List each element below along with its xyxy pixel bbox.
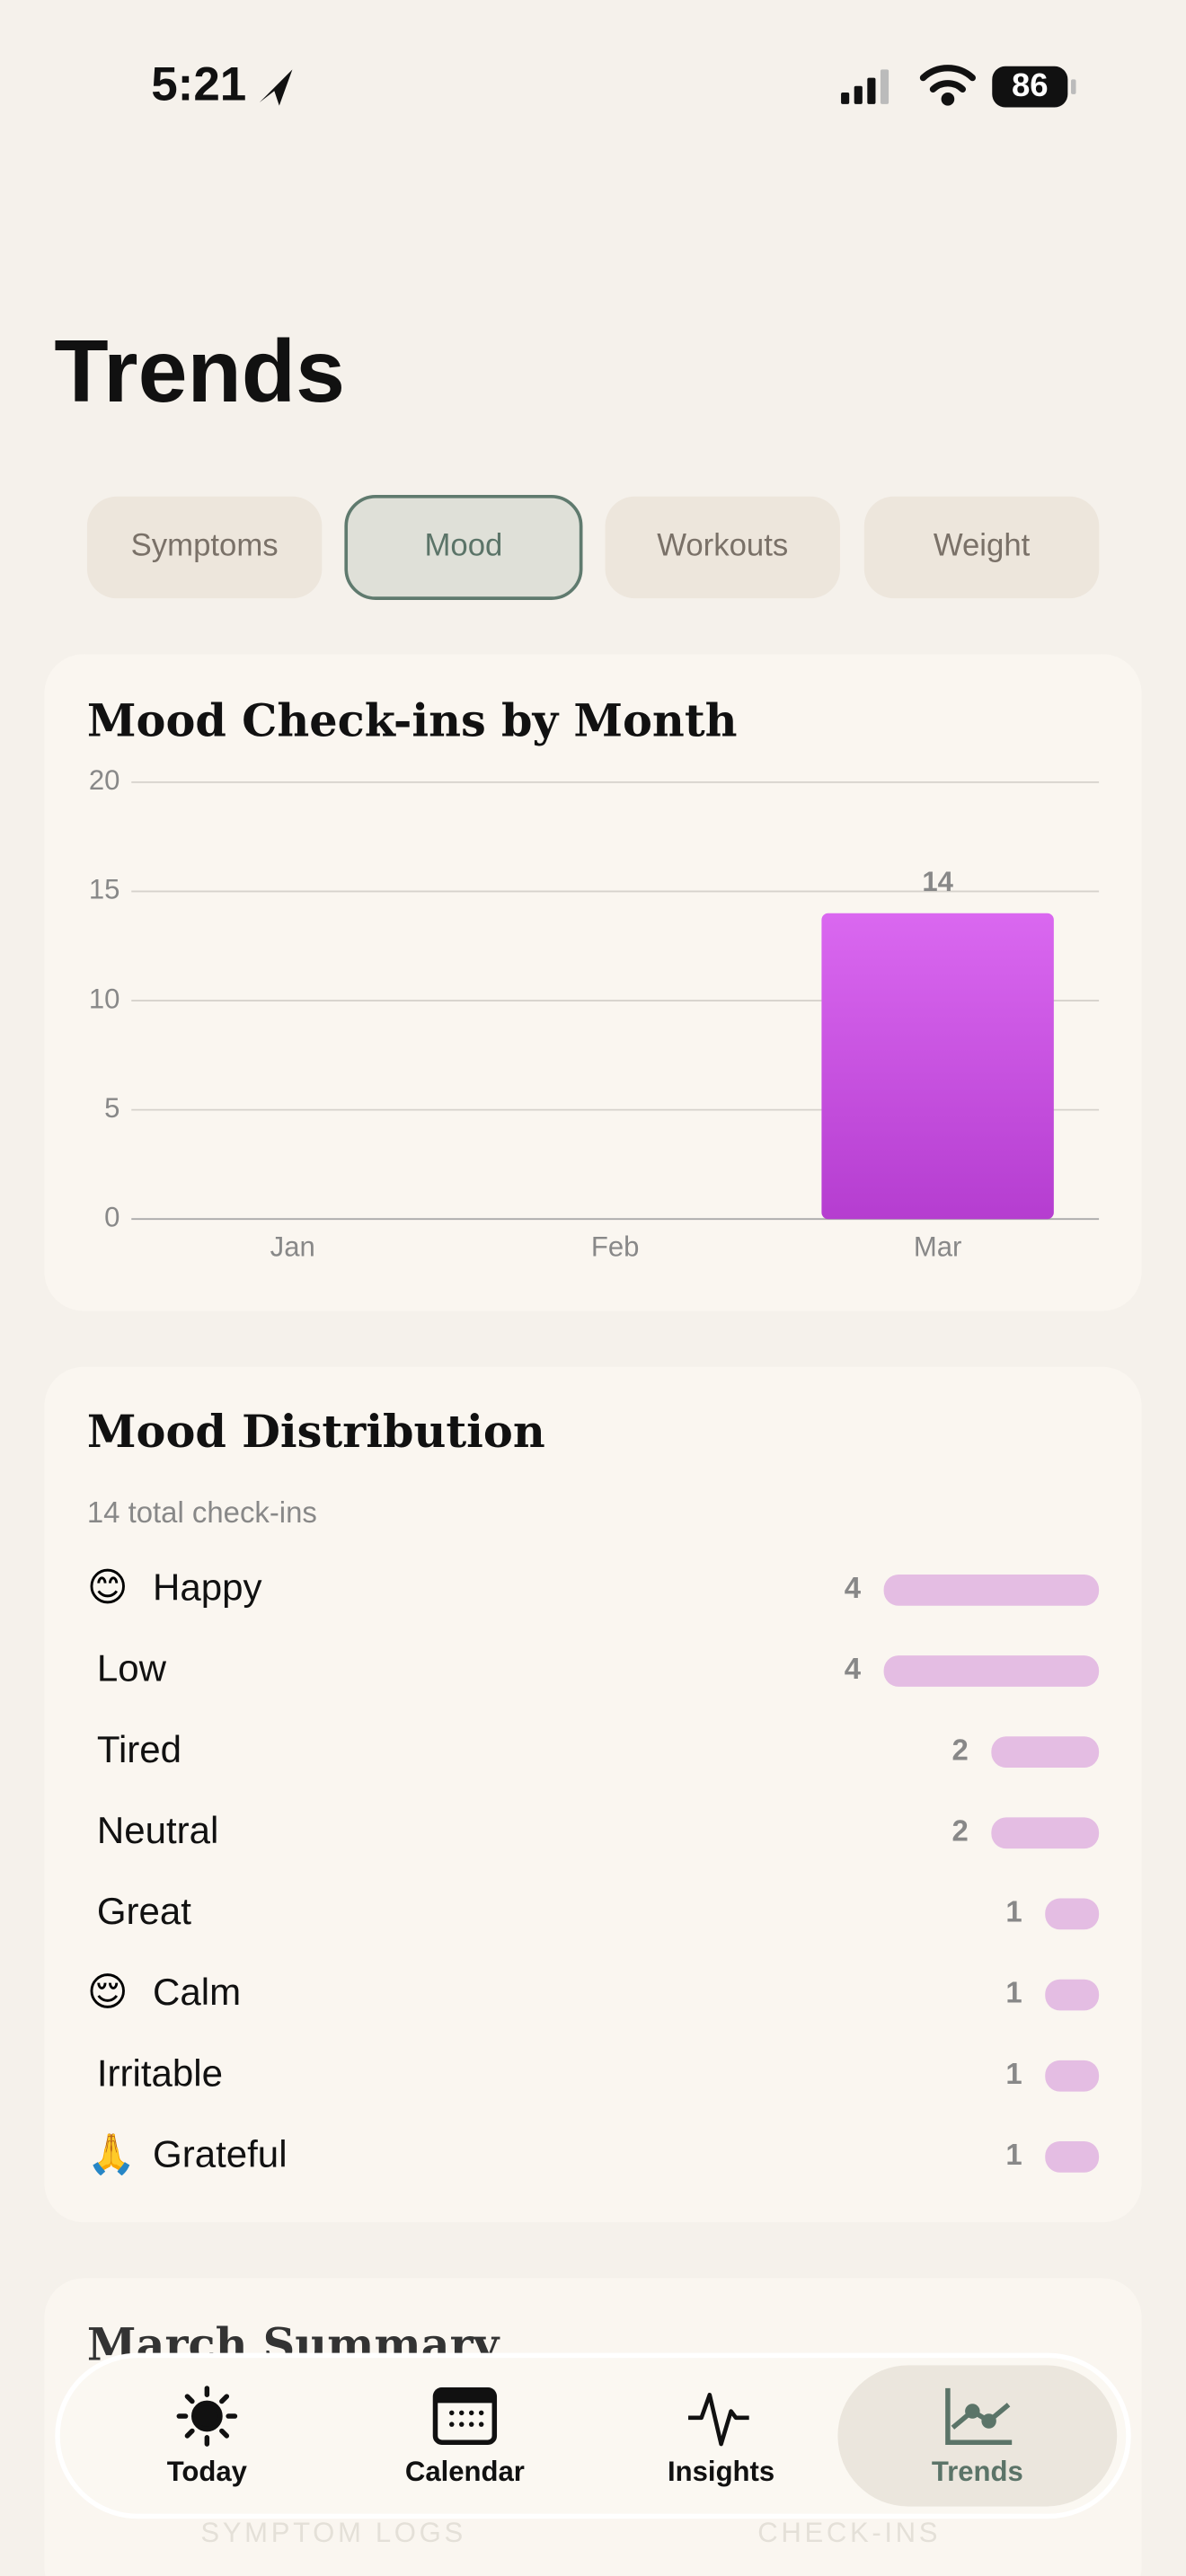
value-label: 14	[922, 866, 953, 897]
bar	[1045, 1898, 1100, 1930]
bar	[1045, 1979, 1100, 2011]
sun-icon[interactable]	[176, 2386, 238, 2447]
category-label: Irritable	[97, 2051, 223, 2094]
x-tick-label: Jan	[270, 1231, 315, 1262]
battery-level: 86	[1012, 66, 1049, 103]
signal-icon	[841, 69, 890, 104]
category-label: Low	[97, 1647, 167, 1689]
battery	[992, 66, 1068, 108]
tab-label[interactable]: Weight	[934, 529, 1031, 563]
bar	[883, 1655, 1100, 1687]
category-label: Tired	[97, 1728, 181, 1770]
y-tick-label: 0	[104, 1201, 119, 1232]
time: 5:21	[151, 58, 246, 111]
chart-subtitle: 14 total check-ins	[87, 1495, 317, 1529]
summary-label: CHECK-INS	[757, 2517, 941, 2548]
battery-tip	[1071, 79, 1076, 94]
category-label: Happy	[153, 1566, 262, 1609]
bar	[991, 1817, 1100, 1849]
x-tick-label: Feb	[591, 1231, 640, 1262]
tab-button[interactable]	[86, 496, 323, 599]
tab-button[interactable]	[605, 496, 840, 599]
card	[44, 1366, 1142, 2223]
category-label: Neutral	[97, 1809, 219, 1851]
category-label: Grateful	[153, 2132, 288, 2175]
location-icon	[259, 69, 293, 106]
category-label: Calm	[153, 1971, 241, 2013]
nav-label[interactable]: Calendar	[405, 2456, 525, 2487]
selected-tab-bg	[837, 2365, 1118, 2507]
tab-button[interactable]	[863, 496, 1100, 599]
value-label: 2	[951, 1813, 968, 1847]
bar	[1045, 2060, 1100, 2092]
y-tick-label: 5	[104, 1092, 119, 1124]
y-tick-label: 15	[89, 874, 120, 905]
nav-label[interactable]: Trends	[932, 2456, 1023, 2487]
tab-button[interactable]	[344, 494, 583, 600]
value-label: 1	[1005, 2057, 1022, 2090]
nav-label[interactable]: Today	[167, 2456, 248, 2487]
tab-label[interactable]: Workouts	[657, 529, 788, 563]
nav-label[interactable]: Insights	[668, 2456, 774, 2487]
calendar-icon[interactable]	[432, 2387, 498, 2446]
page-title: Trends	[54, 322, 345, 420]
tab-label[interactable]: Mood	[425, 529, 503, 563]
value-label: 1	[1005, 2138, 1022, 2171]
emoji: 😌	[87, 1971, 128, 2015]
summary-label: SYMPTOM LOGS	[200, 2517, 465, 2548]
bar	[991, 1736, 1100, 1769]
value-label: 1	[1005, 1976, 1022, 2009]
tab-label[interactable]: Symptoms	[131, 529, 279, 563]
wifi-icon	[919, 65, 976, 106]
chart-title: Mood Distribution	[87, 1406, 545, 1458]
bar	[821, 913, 1054, 1220]
value-label: 4	[845, 1652, 862, 1685]
value-label: 2	[951, 1733, 968, 1766]
value-label: 4	[845, 1571, 862, 1604]
y-tick-label: 20	[89, 764, 120, 796]
chart-title: Mood Check-ins by Month	[87, 694, 738, 746]
x-tick-label: Mar	[914, 1231, 962, 1262]
emoji: 🙏	[87, 2132, 137, 2176]
emoji: 😊	[87, 1566, 128, 1610]
value-label: 1	[1005, 1895, 1022, 1928]
trends-icon[interactable]	[945, 2387, 1013, 2446]
bar	[1045, 2140, 1100, 2173]
insights-icon[interactable]	[688, 2392, 749, 2447]
category-label: Great	[97, 1890, 191, 1932]
bar	[883, 1575, 1100, 1606]
y-tick-label: 10	[89, 983, 120, 1014]
